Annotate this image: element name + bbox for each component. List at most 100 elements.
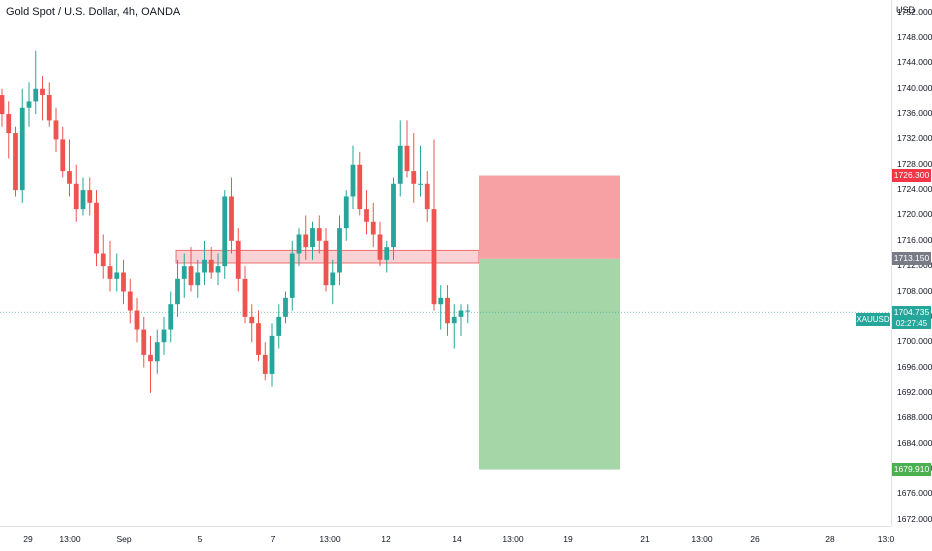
candle-body <box>235 240 241 279</box>
candle-body <box>0 95 5 115</box>
candle-body <box>391 183 396 248</box>
time-tick-label: 13:00 <box>59 534 81 544</box>
candle-body <box>289 253 295 298</box>
candle-body <box>175 278 180 305</box>
chart-area[interactable]: Gold Spot / U.S. Dollar, 4h, OANDA <box>0 0 891 526</box>
price-tick-label: 1676.000 <box>897 488 932 499</box>
chart-title: Gold Spot / U.S. Dollar, 4h, OANDA <box>6 6 181 18</box>
time-tick-label: 7 <box>270 534 276 544</box>
time-tick-label: 21 <box>640 534 650 544</box>
candle-body <box>19 107 25 191</box>
candle-body <box>53 120 59 140</box>
candle-body <box>26 101 32 108</box>
candle-body <box>67 171 72 184</box>
candle-body <box>114 272 120 279</box>
price-tick-label: 1728.000 <box>897 158 932 169</box>
price-tick-label: 1700.000 <box>897 336 932 347</box>
candle-body <box>40 88 45 96</box>
candle-body <box>364 209 369 222</box>
candle-body <box>404 145 410 172</box>
candle-body <box>431 209 437 305</box>
candle-body <box>337 228 342 273</box>
candle-body <box>121 272 126 292</box>
candle-body <box>80 190 86 210</box>
candle-body <box>154 342 160 362</box>
price-tick-label: 1688.000 <box>897 412 932 423</box>
candle-body <box>370 221 376 235</box>
price-tick-label: 1696.000 <box>897 361 932 372</box>
candle-body <box>397 145 403 184</box>
candle-body <box>465 310 471 312</box>
candle-body <box>33 88 39 102</box>
price-tick-label: 1748.000 <box>897 32 932 43</box>
stop-loss-zone <box>479 175 620 259</box>
candle-body <box>188 266 194 286</box>
take-profit-zone <box>479 258 620 470</box>
time-tick-label: 28 <box>825 534 835 544</box>
time-tick-label: 5 <box>197 534 203 544</box>
candle-body <box>161 329 167 343</box>
candle-body <box>208 259 214 273</box>
candle-body <box>451 316 457 324</box>
candle-body <box>6 114 12 134</box>
candle-body <box>445 297 450 324</box>
time-tick-label: 13:00 <box>319 534 341 544</box>
candle-body <box>249 316 255 324</box>
candle-body <box>458 310 464 317</box>
candlestick-chart[interactable] <box>0 0 891 526</box>
stop-loss-price-tag: 1726.300 <box>892 169 931 183</box>
price-tick-label: 1752.000 <box>897 6 932 17</box>
current-price-tag: 1704.735 <box>892 305 931 319</box>
bar-countdown: 02:27:45 <box>892 318 931 330</box>
take-profit-price-tag: 1679.910 <box>892 463 931 477</box>
candle-body <box>330 272 336 286</box>
candle-body <box>357 164 363 210</box>
candle-body <box>100 253 106 267</box>
candle-body <box>195 272 201 286</box>
candle-body <box>141 329 147 355</box>
candle-body <box>215 266 221 273</box>
candle-body <box>107 266 113 279</box>
symbol-tag: XAUUSD <box>856 313 890 326</box>
time-tick-label: 26 <box>750 534 760 544</box>
candle-body <box>13 133 18 191</box>
candle-body <box>310 228 315 248</box>
candle-body <box>168 304 174 330</box>
candle-body <box>296 234 302 254</box>
candle-body <box>350 164 356 197</box>
candle-body <box>222 196 228 267</box>
candle-body <box>256 323 261 355</box>
price-tick-label: 1692.000 <box>897 386 932 397</box>
candle-body <box>73 183 79 210</box>
candle-body <box>377 234 383 260</box>
candle-body <box>283 297 288 317</box>
candle-body <box>242 278 248 317</box>
price-tick-label: 1708.000 <box>897 285 932 296</box>
candle-body <box>269 335 275 374</box>
candle-body <box>87 190 93 203</box>
price-tick-label: 1672.000 <box>897 513 932 524</box>
candle-body <box>418 183 423 185</box>
price-tick-label: 1744.000 <box>897 57 932 68</box>
candle-body <box>343 196 349 229</box>
candle-body <box>134 310 140 330</box>
candle-body <box>438 297 444 305</box>
candle-body <box>127 291 133 311</box>
time-axis[interactable]: 29 13:00 Sep 5 7 13:00 12 14 13:00 19 21 13:00 26 28 1… <box>0 526 894 551</box>
time-tick-label: Sep <box>116 534 132 544</box>
time-tick-label: 19 <box>563 534 573 544</box>
candle-body <box>303 234 309 248</box>
candle-body <box>384 247 390 260</box>
candle-body <box>316 228 322 241</box>
candle-body <box>60 139 66 172</box>
candle-body <box>276 316 282 336</box>
candle-body <box>411 171 417 184</box>
currency-label: USD <box>896 5 916 15</box>
time-tick-label: 13:00 <box>691 534 713 544</box>
candle-body <box>202 259 207 273</box>
candle-body <box>46 95 52 121</box>
candle-body <box>181 266 187 279</box>
price-tick-label: 1716.000 <box>897 234 932 245</box>
candle-body <box>262 354 268 374</box>
price-tick-label: 1720.000 <box>897 209 932 220</box>
